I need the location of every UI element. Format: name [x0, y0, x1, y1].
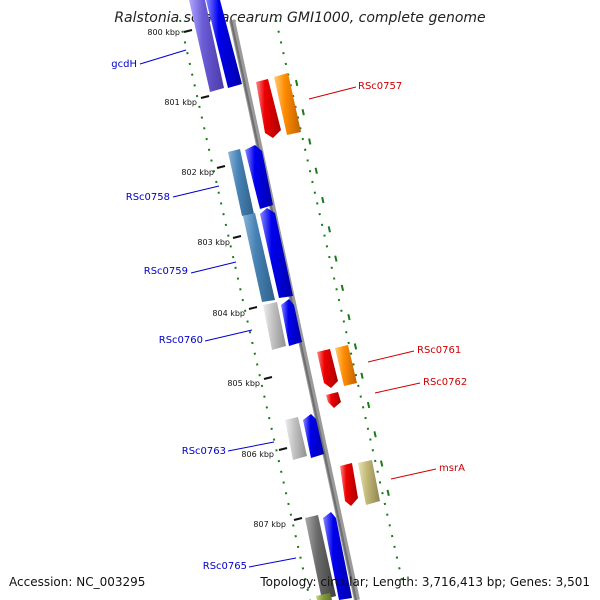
cds-RSc0765[interactable] — [323, 512, 352, 600]
leader-RSc0761 — [367, 350, 415, 363]
cds-msrA[interactable] — [340, 463, 358, 506]
cds-RSc0759-color — [243, 213, 275, 302]
gene-label-RSc0759[interactable]: RSc0759 — [144, 266, 188, 277]
gene-label-RSc0765[interactable]: RSc0765 — [203, 561, 247, 572]
gc-guide-right — [275, 19, 403, 581]
tick-label-805: 805 kbp — [227, 379, 260, 388]
leader-RSc0763 — [227, 441, 275, 452]
cds-RSc0761-color — [335, 345, 357, 386]
cds-RSc0760[interactable] — [281, 299, 302, 346]
cds-RSc0761[interactable] — [317, 349, 338, 388]
cds-gcdH[interactable] — [206, 0, 242, 88]
cds-RSc0762[interactable] — [326, 392, 341, 408]
genome-summary-text: Topology: circular; Length: 3,716,413 bp… — [260, 575, 590, 589]
tick-marks — [183, 29, 303, 521]
leader-RSc0757 — [308, 86, 357, 100]
cds-partial-bottom — [316, 593, 332, 600]
accession-text: Accession: NC_003295 — [9, 575, 146, 589]
cds-RSc0765-color — [305, 515, 336, 600]
gene-label-RSc0760[interactable]: RSc0760 — [159, 335, 203, 346]
gene-label-gcdH[interactable]: gcdH — [111, 59, 137, 70]
tick-label-807: 807 kbp — [253, 520, 286, 529]
cds-RSc0759[interactable] — [260, 208, 293, 298]
cds-RSc0757[interactable] — [256, 79, 281, 138]
leader-RSc0759 — [190, 261, 237, 274]
gene-label-RSc0758[interactable]: RSc0758 — [126, 192, 170, 203]
cds-RSc0757-color — [274, 73, 301, 135]
tick-label-803: 803 kbp — [197, 238, 230, 247]
gene-label-RSc0761[interactable]: RSc0761 — [417, 345, 461, 356]
tick-label-800: 800 kbp — [147, 28, 180, 37]
cds-RSc0758-color — [228, 149, 254, 216]
cds-msrA-color — [358, 460, 380, 505]
gene-label-RSc0763[interactable]: RSc0763 — [182, 446, 226, 457]
cds-RSc0763[interactable] — [303, 414, 324, 458]
tick-label-801: 801 kbp — [164, 98, 197, 107]
tick-label-802: 802 kbp — [181, 168, 214, 177]
gene-label-RSc0762[interactable]: RSc0762 — [423, 377, 467, 388]
leader-RSc0760 — [204, 329, 253, 342]
gene-label-msrA[interactable]: msrA — [439, 463, 465, 474]
tick-label-806: 806 kbp — [241, 450, 274, 459]
leader-RSc0765 — [248, 557, 297, 568]
cds-gcdH-color — [189, 0, 224, 92]
leader-RSc0762 — [374, 382, 421, 394]
leader-gcdH — [139, 49, 187, 65]
cds-RSc0763-color — [285, 417, 307, 460]
cds-RSc0760-color — [263, 302, 286, 350]
cds-RSc0758[interactable] — [245, 145, 273, 209]
tick-label-804: 804 kbp — [212, 309, 245, 318]
gene-label-RSc0757[interactable]: RSc0757 — [358, 81, 402, 92]
gc-guide-left — [179, 19, 311, 600]
leader-RSc0758 — [172, 185, 220, 198]
leader-msrA — [390, 468, 437, 480]
